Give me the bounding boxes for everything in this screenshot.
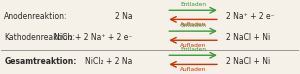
Text: Aufladen: Aufladen: [180, 22, 206, 27]
Text: Entladen: Entladen: [180, 2, 206, 7]
Text: Kathodenreaktion:: Kathodenreaktion:: [4, 32, 75, 42]
Text: 2 Na⁺ + 2 e⁻: 2 Na⁺ + 2 e⁻: [226, 12, 274, 21]
Text: Entladen: Entladen: [180, 23, 206, 28]
Text: Gesamtreaktion:: Gesamtreaktion:: [4, 57, 77, 66]
Text: Anodenreaktion:: Anodenreaktion:: [4, 12, 68, 21]
Text: 2 NaCl + Ni: 2 NaCl + Ni: [226, 57, 270, 66]
Text: 2 NaCl + Ni: 2 NaCl + Ni: [226, 32, 270, 42]
Text: Aufladen: Aufladen: [180, 67, 206, 72]
Text: NiCl₂ + 2 Na⁺ + 2 e⁻: NiCl₂ + 2 Na⁺ + 2 e⁻: [54, 32, 132, 42]
Text: Entladen: Entladen: [180, 47, 206, 52]
Text: 2 Na: 2 Na: [115, 12, 132, 21]
Text: NiCl₂ + 2 Na: NiCl₂ + 2 Na: [85, 57, 132, 66]
Text: Aufladen: Aufladen: [180, 43, 206, 48]
